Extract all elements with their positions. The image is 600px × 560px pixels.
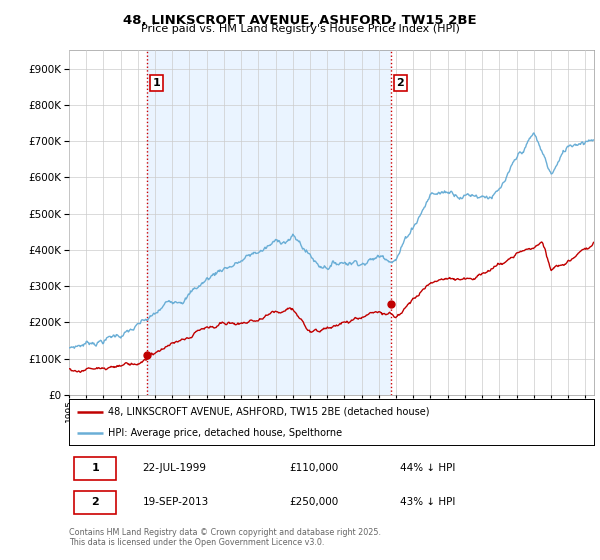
Bar	[74, 457, 116, 480]
Text: £250,000: £250,000	[290, 497, 339, 507]
Text: 1: 1	[91, 464, 99, 473]
Text: 2: 2	[397, 78, 404, 88]
Text: Price paid vs. HM Land Registry's House Price Index (HPI): Price paid vs. HM Land Registry's House …	[140, 24, 460, 34]
Text: 48, LINKSCROFT AVENUE, ASHFORD, TW15 2BE (detached house): 48, LINKSCROFT AVENUE, ASHFORD, TW15 2BE…	[109, 407, 430, 417]
Bar	[148, 50, 391, 395]
Bar	[74, 491, 116, 514]
Text: 19-SEP-2013: 19-SEP-2013	[143, 497, 209, 507]
Text: 22-JUL-1999: 22-JUL-1999	[143, 464, 206, 473]
Text: HPI: Average price, detached house, Spelthorne: HPI: Average price, detached house, Spel…	[109, 428, 343, 438]
Text: £110,000: £110,000	[290, 464, 339, 473]
Text: 48, LINKSCROFT AVENUE, ASHFORD, TW15 2BE: 48, LINKSCROFT AVENUE, ASHFORD, TW15 2BE	[123, 14, 477, 27]
Text: 2: 2	[91, 497, 99, 507]
Text: 1: 1	[152, 78, 160, 88]
Text: 44% ↓ HPI: 44% ↓ HPI	[400, 464, 455, 473]
Text: 43% ↓ HPI: 43% ↓ HPI	[400, 497, 455, 507]
Text: Contains HM Land Registry data © Crown copyright and database right 2025.
This d: Contains HM Land Registry data © Crown c…	[69, 528, 381, 547]
